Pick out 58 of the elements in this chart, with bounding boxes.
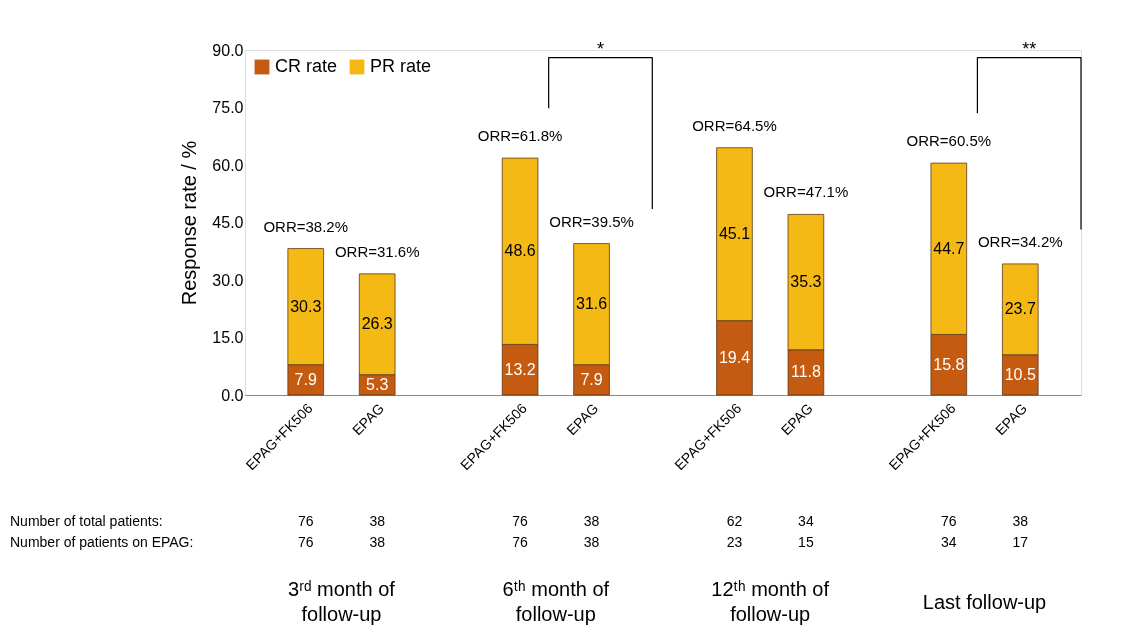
y-axis-title: Response rate / %	[178, 140, 201, 306]
total-label: ORR=60.5%	[906, 132, 992, 150]
data-label: 13.2	[504, 360, 536, 378]
data-label: 45.1	[718, 225, 751, 243]
legend-label: PR rate	[370, 56, 432, 76]
y-tick-label: 90.0	[212, 41, 244, 59]
y-tick-label: 15.0	[212, 329, 244, 346]
text: 76	[297, 534, 314, 550]
text: 38	[583, 534, 600, 550]
data-label: 7.9	[294, 370, 317, 388]
total-label: ORR=47.1%	[763, 183, 849, 201]
text: 76	[512, 534, 529, 550]
y-tick-label: 45.0	[212, 214, 244, 231]
annotation: *	[596, 38, 604, 59]
total-label: ORR=64.5%	[692, 116, 777, 134]
text: 15	[798, 534, 814, 550]
total-label: ORR=38.2%	[263, 217, 349, 235]
data-label: 44.7	[933, 239, 965, 257]
text: 38	[369, 513, 386, 529]
text: Last follow-up	[922, 591, 1047, 613]
y-tick-label: 60.0	[212, 156, 244, 174]
data-label: 5.3	[366, 375, 389, 393]
text: 34	[798, 513, 814, 529]
legend-label: CR rate	[275, 56, 338, 76]
total-label: ORR=39.5%	[549, 212, 634, 230]
y-tick-label: 30.0	[212, 271, 244, 289]
data-label: 10.5	[1004, 365, 1036, 383]
data-label: 26.3	[361, 315, 393, 333]
annotation: **	[1022, 38, 1037, 59]
total-label: ORR=31.6%	[334, 242, 420, 260]
text: 38	[1012, 513, 1029, 529]
total-label: ORR=61.8%	[477, 127, 563, 145]
text: 76	[941, 513, 957, 529]
text: 76	[297, 513, 314, 529]
text: 34	[941, 534, 957, 550]
text: Number of patients on EPAG:	[10, 534, 194, 550]
data-label: 23.7	[1004, 300, 1036, 318]
total-label: ORR=34.2%	[977, 232, 1063, 250]
text: 76	[512, 513, 529, 529]
text: 23	[726, 534, 743, 550]
data-label: 31.6	[575, 295, 608, 313]
y-tick-label: 0.0	[221, 386, 244, 404]
text: 6ᵗʰ month of follow-up	[502, 578, 610, 625]
text: 62	[726, 513, 743, 529]
text: 3ʳᵈ month of follow-up	[288, 578, 396, 625]
data-label: 35.3	[790, 273, 822, 291]
y-tick-label: 75.0	[212, 99, 244, 116]
text: 38	[369, 534, 386, 550]
data-label: 19.4	[718, 348, 751, 366]
data-label: 30.3	[290, 297, 322, 315]
data-label: 48.6	[504, 242, 536, 260]
text: 38	[583, 513, 600, 529]
text: 17	[1012, 534, 1029, 550]
data-label: 7.9	[580, 370, 603, 388]
text: 12ᵗʰ month of follow-up	[711, 578, 830, 625]
data-label: 15.8	[933, 355, 965, 373]
text: Number of total patients:	[10, 513, 163, 529]
data-label: 11.8	[790, 363, 821, 381]
